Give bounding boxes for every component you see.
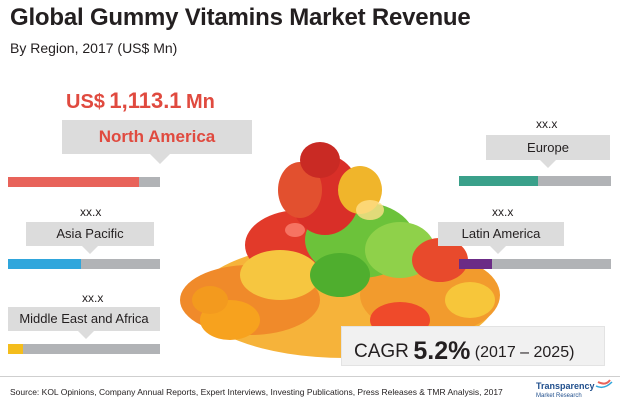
logo-swoosh-icon bbox=[595, 379, 613, 389]
bar-track-asia-pacific bbox=[8, 259, 160, 269]
logo-text-primary: Transparency bbox=[536, 381, 595, 391]
currency-label: US$ bbox=[66, 91, 105, 113]
cagr-period: (2017 – 2025) bbox=[474, 344, 575, 361]
chart-subtitle: By Region, 2017 (US$ Mn) bbox=[10, 40, 178, 56]
region-label-north-america: North America bbox=[62, 120, 252, 154]
callout-pointer bbox=[540, 160, 556, 168]
value-label-middle-east-africa: xx.x bbox=[82, 291, 104, 305]
region-label-latin-america: Latin America bbox=[438, 222, 564, 246]
bar-track-latin-america bbox=[459, 259, 611, 269]
cagr-box: CAGR 5.2% (2017 – 2025) bbox=[342, 327, 604, 365]
region-label-europe: Europe bbox=[486, 135, 610, 160]
bar-middle-east-africa bbox=[8, 344, 24, 354]
value-label-asia-pacific: xx.x bbox=[80, 205, 102, 219]
chart-title: Global Gummy Vitamins Market Revenue bbox=[10, 4, 471, 31]
callout-pointer bbox=[490, 246, 506, 254]
bar-track-middle-east-africa bbox=[8, 344, 160, 354]
unit-label: Mn bbox=[186, 91, 215, 113]
value-label-latin-america: xx.x bbox=[492, 205, 514, 219]
bar-track-europe bbox=[459, 176, 611, 186]
bar-asia-pacific bbox=[8, 259, 81, 269]
logo-text-secondary: Market Research bbox=[536, 393, 582, 399]
bar-latin-america bbox=[459, 259, 493, 269]
region-label-asia-pacific: Asia Pacific bbox=[26, 222, 154, 246]
company-logo: Transparency Market Research bbox=[536, 378, 616, 408]
footer-divider bbox=[0, 376, 620, 377]
cagr-value: 5.2% bbox=[413, 337, 471, 365]
value-label-europe: xx.x bbox=[536, 117, 558, 131]
headline-value: 1,113.1 bbox=[109, 88, 182, 113]
callout-pointer bbox=[82, 246, 98, 254]
bar-north-america bbox=[8, 177, 139, 187]
callout-pointer bbox=[78, 331, 94, 339]
region-label-middle-east-africa: Middle East and Africa bbox=[8, 307, 160, 331]
bar-track-north-america bbox=[8, 177, 160, 187]
cagr-text: CAGR 5.2% (2017 – 2025) bbox=[354, 335, 575, 365]
cagr-label: CAGR bbox=[354, 341, 409, 362]
north-america-value-label: US$ 1,113.1 Mn bbox=[66, 88, 215, 114]
source-note: Source: KOL Opinions, Company Annual Rep… bbox=[10, 387, 503, 397]
bar-europe bbox=[459, 176, 539, 186]
callout-pointer bbox=[150, 154, 170, 164]
